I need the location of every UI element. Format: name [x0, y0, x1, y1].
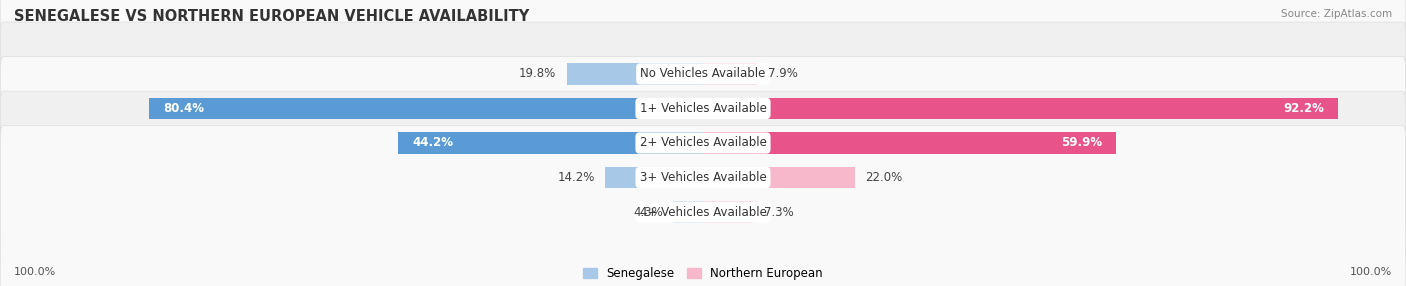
Text: 2+ Vehicles Available: 2+ Vehicles Available: [640, 136, 766, 150]
FancyBboxPatch shape: [0, 57, 1406, 229]
Text: 19.8%: 19.8%: [519, 67, 557, 80]
Text: 4+ Vehicles Available: 4+ Vehicles Available: [640, 206, 766, 219]
Text: Source: ZipAtlas.com: Source: ZipAtlas.com: [1281, 9, 1392, 19]
Bar: [605, 167, 703, 188]
Bar: [703, 98, 1339, 119]
Bar: [398, 132, 703, 154]
Legend: Senegalese, Northern European: Senegalese, Northern European: [583, 267, 823, 280]
Bar: [703, 201, 754, 223]
Bar: [149, 98, 703, 119]
Text: 80.4%: 80.4%: [163, 102, 204, 115]
Text: 4.3%: 4.3%: [633, 206, 664, 219]
Text: 3+ Vehicles Available: 3+ Vehicles Available: [640, 171, 766, 184]
Text: 59.9%: 59.9%: [1060, 136, 1102, 150]
Bar: [567, 63, 703, 85]
Text: 92.2%: 92.2%: [1284, 102, 1324, 115]
Bar: [673, 201, 703, 223]
Bar: [703, 167, 855, 188]
Text: SENEGALESE VS NORTHERN EUROPEAN VEHICLE AVAILABILITY: SENEGALESE VS NORTHERN EUROPEAN VEHICLE …: [14, 9, 529, 23]
Text: 7.9%: 7.9%: [768, 67, 797, 80]
Text: 100.0%: 100.0%: [1350, 267, 1392, 277]
FancyBboxPatch shape: [0, 91, 1406, 264]
Text: 22.0%: 22.0%: [865, 171, 903, 184]
Text: 1+ Vehicles Available: 1+ Vehicles Available: [640, 102, 766, 115]
Text: 44.2%: 44.2%: [412, 136, 453, 150]
Bar: [703, 63, 758, 85]
FancyBboxPatch shape: [0, 126, 1406, 286]
Text: 100.0%: 100.0%: [14, 267, 56, 277]
FancyBboxPatch shape: [0, 0, 1406, 160]
Text: 7.3%: 7.3%: [763, 206, 793, 219]
Bar: [703, 132, 1116, 154]
FancyBboxPatch shape: [0, 22, 1406, 195]
Text: 14.2%: 14.2%: [557, 171, 595, 184]
Text: No Vehicles Available: No Vehicles Available: [640, 67, 766, 80]
